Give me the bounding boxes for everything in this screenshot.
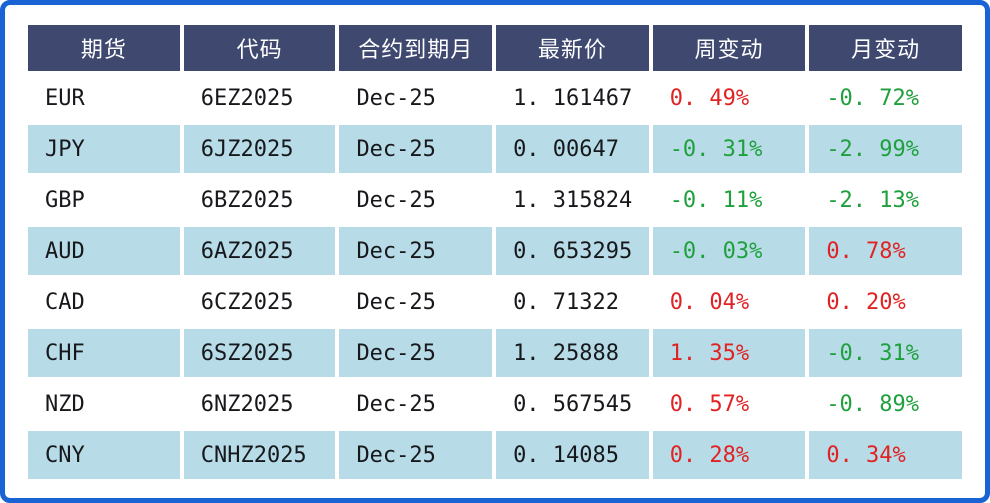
table-row: CAD 6CZ2025 Dec-25 0. 71322 0. 04% 0. 20… — [28, 278, 962, 326]
cell-week-change: 0. 04% — [652, 278, 806, 326]
cell-month-change: -0. 72% — [809, 74, 962, 122]
column-header-contract-month: 合约到期月 — [339, 25, 493, 71]
table-row: CHF 6SZ2025 Dec-25 1. 25888 1. 35% -0. 3… — [28, 329, 962, 377]
column-header-last-price: 最新价 — [496, 25, 649, 71]
table-row: JPY 6JZ2025 Dec-25 0. 00647 -0. 31% -2. … — [28, 125, 962, 173]
cell-week-change: -0. 03% — [652, 227, 806, 275]
cell-futures: CNY — [28, 431, 180, 479]
column-header-code: 代码 — [183, 25, 336, 71]
cell-last-price: 0. 71322 — [496, 278, 649, 326]
cell-last-price: 1. 161467 — [496, 74, 649, 122]
cell-expiry: Dec-25 — [339, 227, 493, 275]
cell-last-price: 1. 315824 — [496, 176, 649, 224]
table-row: GBP 6BZ2025 Dec-25 1. 315824 -0. 11% -2.… — [28, 176, 962, 224]
cell-expiry: Dec-25 — [339, 329, 493, 377]
cell-code: 6EZ2025 — [183, 74, 336, 122]
cell-expiry: Dec-25 — [339, 176, 493, 224]
cell-month-change: 0. 20% — [809, 278, 962, 326]
column-header-month-change: 月变动 — [809, 25, 962, 71]
cell-futures: CHF — [28, 329, 180, 377]
cell-expiry: Dec-25 — [339, 278, 493, 326]
cell-last-price: 0. 00647 — [496, 125, 649, 173]
cell-month-change: -2. 99% — [809, 125, 962, 173]
cell-code: 6SZ2025 — [183, 329, 336, 377]
cell-month-change: 0. 78% — [809, 227, 962, 275]
table-row: CNY CNHZ2025 Dec-25 0. 14085 0. 28% 0. 3… — [28, 431, 962, 479]
header-row: 期货 代码 合约到期月 最新价 周变动 月变动 — [28, 25, 962, 71]
cell-code: 6NZ2025 — [183, 380, 336, 428]
cell-code: CNHZ2025 — [183, 431, 336, 479]
cell-futures: CAD — [28, 278, 180, 326]
cell-week-change: 0. 28% — [652, 431, 806, 479]
cell-code: 6JZ2025 — [183, 125, 336, 173]
cell-code: 6BZ2025 — [183, 176, 336, 224]
cell-code: 6CZ2025 — [183, 278, 336, 326]
cell-month-change: -0. 89% — [809, 380, 962, 428]
cell-week-change: 1. 35% — [652, 329, 806, 377]
table-row: AUD 6AZ2025 Dec-25 0. 653295 -0. 03% 0. … — [28, 227, 962, 275]
cell-month-change: 0. 34% — [809, 431, 962, 479]
cell-expiry: Dec-25 — [339, 431, 493, 479]
cell-last-price: 0. 14085 — [496, 431, 649, 479]
cell-futures: NZD — [28, 380, 180, 428]
cell-futures: AUD — [28, 227, 180, 275]
cell-last-price: 0. 653295 — [496, 227, 649, 275]
column-header-futures: 期货 — [28, 25, 180, 71]
cell-expiry: Dec-25 — [339, 380, 493, 428]
cell-week-change: 0. 49% — [652, 74, 806, 122]
cell-futures: JPY — [28, 125, 180, 173]
cell-month-change: -2. 13% — [809, 176, 962, 224]
cell-futures: GBP — [28, 176, 180, 224]
cell-code: 6AZ2025 — [183, 227, 336, 275]
futures-table: 期货 代码 合约到期月 最新价 周变动 月变动 EUR 6EZ2025 Dec-… — [24, 22, 966, 482]
table-row: NZD 6NZ2025 Dec-25 0. 567545 0. 57% -0. … — [28, 380, 962, 428]
cell-week-change: 0. 57% — [652, 380, 806, 428]
cell-month-change: -0. 31% — [809, 329, 962, 377]
cell-week-change: -0. 11% — [652, 176, 806, 224]
table-row: EUR 6EZ2025 Dec-25 1. 161467 0. 49% -0. … — [28, 74, 962, 122]
column-header-week-change: 周变动 — [652, 25, 806, 71]
cell-last-price: 0. 567545 — [496, 380, 649, 428]
cell-last-price: 1. 25888 — [496, 329, 649, 377]
cell-futures: EUR — [28, 74, 180, 122]
cell-expiry: Dec-25 — [339, 74, 493, 122]
cell-week-change: -0. 31% — [652, 125, 806, 173]
cell-expiry: Dec-25 — [339, 125, 493, 173]
